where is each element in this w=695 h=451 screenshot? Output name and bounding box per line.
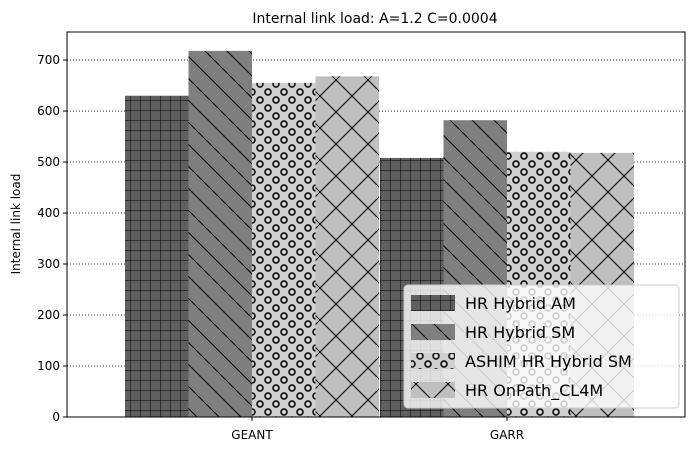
bar-hr-hybrid-am-geant [125, 95, 189, 417]
x-tick-label: GEANT [231, 428, 273, 442]
plot-frame [66, 31, 686, 418]
y-axis-label: Internal link load [9, 174, 23, 275]
legend-label: HR OnPath_CL4M [465, 381, 603, 401]
legend-swatch [411, 353, 455, 369]
legend-swatch [411, 295, 455, 311]
legend-label: HR Hybrid SM [465, 323, 575, 342]
axes [66, 31, 686, 418]
x-tick-label: GARR [490, 428, 524, 442]
bar-hr-onpath-cl4m-geant [315, 76, 379, 418]
y-tick-label: 400 [37, 206, 60, 220]
legend-label: HR Hybrid AM [465, 294, 576, 313]
bar-ashim-hr-hybrid-sm-geant [252, 82, 316, 417]
y-tick-label: 700 [37, 53, 60, 67]
legend-label: ASHIM HR Hybrid SM [465, 352, 632, 371]
legend-box [403, 284, 680, 409]
legend: HR Hybrid AM HR Hybrid SM ASHIM HR Hybrid … [403, 284, 680, 409]
bar-hr-hybrid-sm-geant [188, 50, 252, 417]
y-tick-label: 100 [37, 359, 60, 373]
y-tick-label: 0 [52, 410, 60, 424]
legend-swatch [411, 382, 455, 398]
legend-swatch [411, 324, 455, 340]
y-tick-label: 200 [37, 308, 60, 322]
y-tick-label: 500 [37, 155, 60, 169]
chart-title: Internal link load: A=1.2 C=0.0004 [252, 11, 497, 27]
y-tick-label: 600 [37, 104, 60, 118]
tick-labels: 0 100 200 300 400 500 600 700 GEANT GARR [37, 53, 524, 442]
y-tick-label: 300 [37, 257, 60, 271]
